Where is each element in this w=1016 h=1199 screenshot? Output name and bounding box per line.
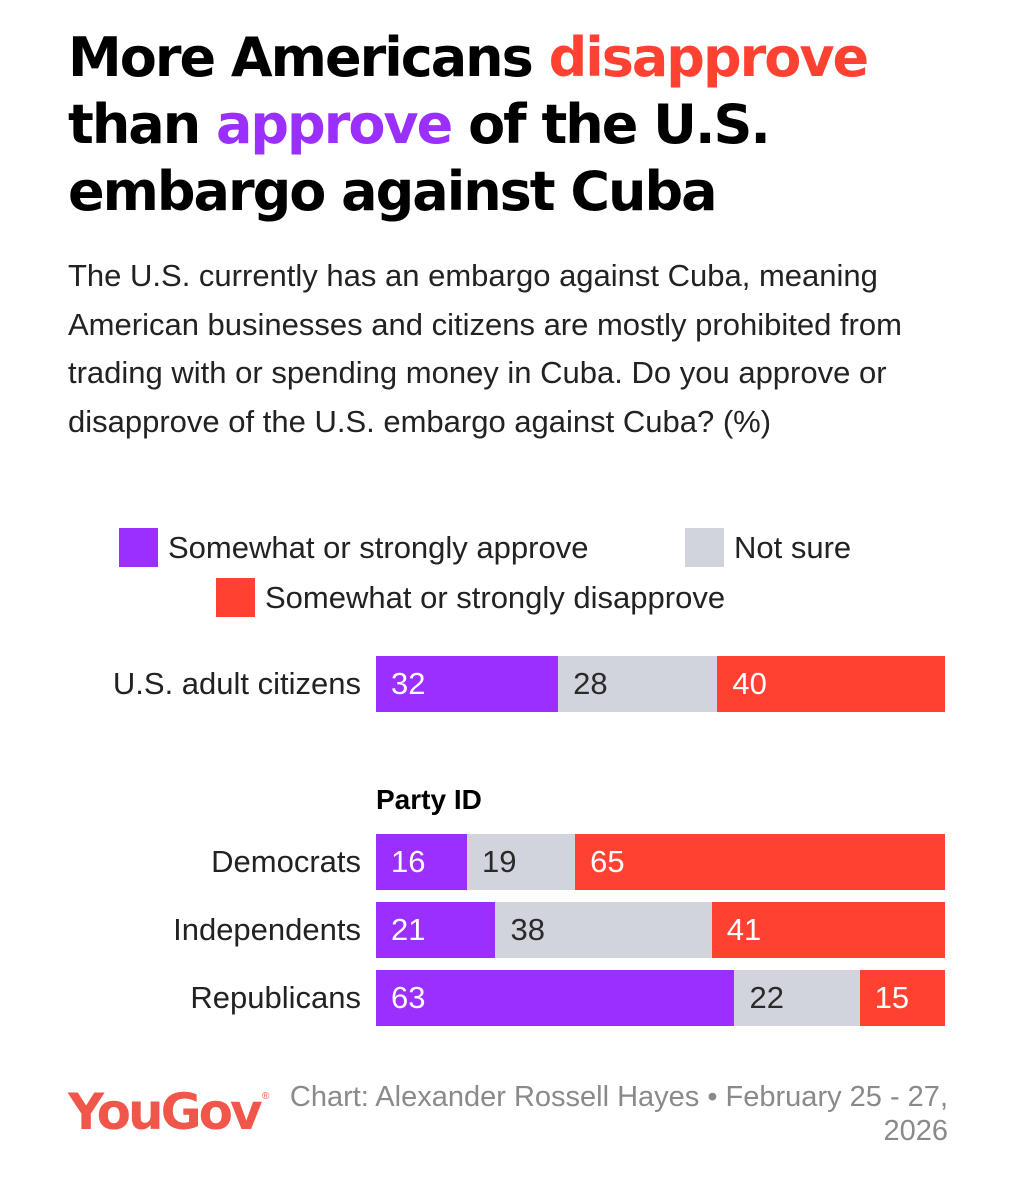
chart-credit: Chart: Alexander Rossell Hayes • Februar… (268, 1080, 948, 1148)
title-highlight-approve: approve (216, 93, 451, 156)
legend-label-disapprove: Somewhat or strongly disapprove (265, 580, 725, 616)
yougov-logo: YouGov (68, 1083, 260, 1141)
bar-democrats-disapprove (575, 834, 945, 890)
data-label-u-s-adult-citizens-approve: 32 (391, 656, 425, 712)
chart-subtitle: The U.S. currently has an embargo agains… (68, 252, 948, 446)
data-label-republicans-not-sure: 22 (749, 970, 783, 1026)
group-label-party-id: Party ID (376, 784, 482, 816)
data-label-democrats-not-sure: 19 (482, 834, 516, 890)
bar-republicans-approve (376, 970, 734, 1026)
data-label-u-s-adult-citizens-not-sure: 28 (573, 656, 607, 712)
data-label-independents-approve: 21 (391, 902, 425, 958)
title-highlight-disapprove: disapprove (549, 26, 868, 89)
title-part-1: More Americans (68, 26, 549, 89)
legend-swatch-approve (119, 528, 158, 567)
row-label-democrats: Democrats (211, 834, 361, 890)
legend-label-not-sure: Not sure (734, 530, 851, 566)
row-label-republicans: Republicans (190, 970, 361, 1026)
legend-swatch-disapprove (216, 578, 255, 617)
row-label-u-s-adult-citizens: U.S. adult citizens (113, 656, 361, 712)
data-label-democrats-approve: 16 (391, 834, 425, 890)
data-label-democrats-disapprove: 65 (590, 834, 624, 890)
data-label-republicans-approve: 63 (391, 970, 425, 1026)
legend-item-not-sure: Not sure (685, 528, 851, 567)
chart-title: More Americans disapprove than approve o… (68, 24, 968, 225)
legend-item-disapprove: Somewhat or strongly disapprove (216, 578, 725, 617)
legend-item-approve: Somewhat or strongly approve (119, 528, 588, 567)
data-label-independents-not-sure: 38 (510, 902, 544, 958)
title-part-3: than (68, 93, 216, 156)
data-label-independents-disapprove: 41 (727, 902, 761, 958)
legend-swatch-not-sure (685, 528, 724, 567)
legend-label-approve: Somewhat or strongly approve (168, 530, 588, 566)
data-label-u-s-adult-citizens-disapprove: 40 (732, 656, 766, 712)
data-label-republicans-disapprove: 15 (875, 970, 909, 1026)
row-label-independents: Independents (173, 902, 361, 958)
